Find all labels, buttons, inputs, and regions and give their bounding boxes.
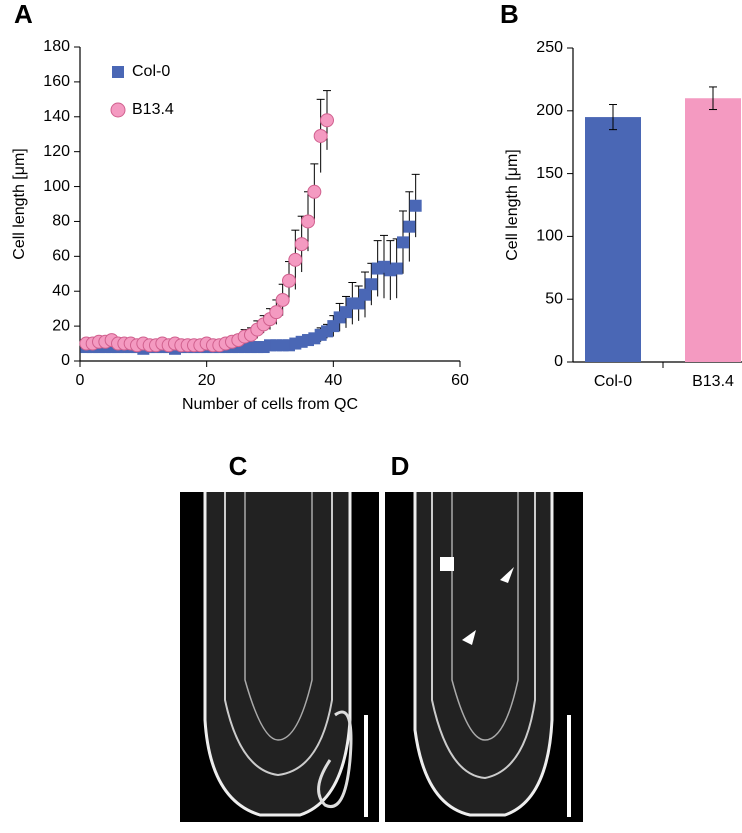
y-tick-label: 80 [52,213,70,230]
y-tick-label: 200 [536,102,563,119]
x-tick-label: 0 [76,372,85,389]
point [275,292,290,307]
x-tick-label: 40 [324,372,342,389]
point [251,341,264,354]
panel-label: D [391,451,410,481]
point [320,113,334,128]
y-tick-label: 100 [536,228,563,245]
y-tick-label: 20 [52,317,70,334]
point [397,236,409,249]
micrograph-c [180,492,379,822]
x-tick-label: B13.4 [692,373,734,390]
point [359,288,371,301]
point [294,237,309,252]
point [403,220,416,233]
point [282,273,296,288]
y-axis-label: Cell length [μm] [504,149,521,260]
point [390,262,403,275]
x-tick-label: 20 [198,372,216,389]
y-tick-label: 60 [52,248,70,265]
legend-label: B13.4 [132,101,174,118]
panel-label: A [14,0,33,29]
y-tick-label: 160 [43,73,70,90]
x-tick-label: 60 [451,372,469,389]
legend-marker [112,66,124,78]
point [409,199,422,212]
y-tick-label: 50 [545,290,563,307]
legend-marker [110,102,126,118]
panel-label: C [229,451,248,481]
point [365,278,378,291]
y-tick-label: 0 [554,353,563,370]
micrograph-d [385,492,583,822]
x-tick-label: Col-0 [594,373,632,390]
point [288,252,303,267]
y-tick-label: 250 [536,39,563,56]
y-tick-label: 140 [43,108,70,125]
point [269,305,284,320]
y-tick-label: 150 [536,165,563,182]
legend-label: Col-0 [132,63,170,80]
y-tick-label: 100 [43,178,70,195]
y-tick-label: 40 [52,282,70,299]
point [307,184,322,199]
y-axis-label: Cell length [μm] [11,148,28,259]
y-tick-label: 120 [43,143,70,160]
point [301,214,315,229]
x-axis-label: Number of cells from QC [182,396,358,413]
y-tick-label: 0 [61,352,70,369]
y-tick-label: 180 [43,38,70,55]
bar [585,117,641,362]
panel-label: B [500,0,519,29]
bar [685,98,741,363]
point [313,128,328,143]
